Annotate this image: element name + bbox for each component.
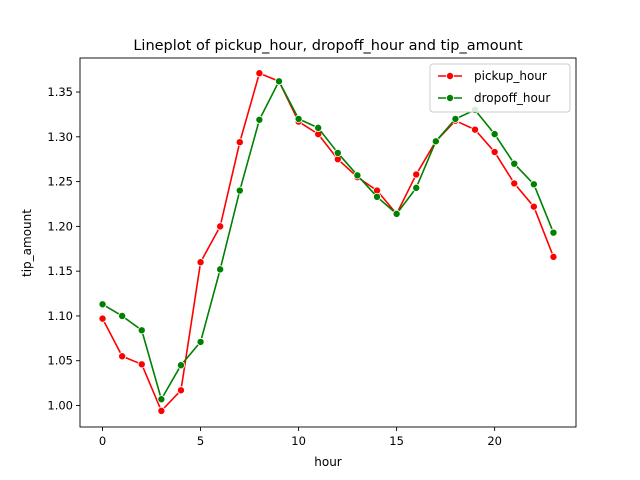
y-tick-label: 1.20 (47, 219, 73, 233)
data-point (510, 179, 519, 188)
data-point (510, 159, 519, 168)
legend-label: dropoff_hour (474, 91, 550, 105)
data-point (98, 314, 107, 323)
data-point (176, 386, 185, 395)
data-point (216, 265, 225, 274)
series-dropoff_hour (98, 77, 558, 404)
data-point (137, 360, 146, 369)
data-point (490, 148, 499, 157)
x-tick-label: 15 (389, 434, 404, 448)
x-tick-label: 5 (197, 434, 204, 448)
legend-item-pickup_hour: pickup_hour (438, 69, 547, 83)
data-point (157, 406, 166, 415)
data-point (196, 337, 205, 346)
data-point (353, 171, 362, 180)
data-point (451, 114, 460, 123)
x-tick-label: 10 (291, 434, 306, 448)
y-axis-ticks: 1.00 1.05 1.10 1.15 1.20 1.25 1.30 1.35 (47, 85, 80, 413)
y-tick-label: 1.15 (47, 264, 73, 278)
legend: pickup_hour dropoff_hour (429, 63, 571, 113)
data-point (431, 137, 440, 146)
data-point (235, 186, 244, 195)
data-point (333, 148, 342, 157)
y-tick-label: 1.30 (47, 130, 73, 144)
data-point (392, 209, 401, 218)
data-point (549, 252, 558, 261)
y-tick-label: 1.35 (47, 85, 73, 99)
data-point (294, 114, 303, 123)
data-point (274, 77, 283, 86)
data-point (216, 222, 225, 231)
data-point (255, 115, 264, 124)
x-tick-label: 0 (99, 434, 106, 448)
y-axis-label: tip_amount (20, 209, 34, 277)
y-tick-label: 1.25 (47, 175, 73, 189)
data-point (118, 311, 127, 320)
data-point (471, 125, 480, 134)
legend-marker (445, 72, 454, 81)
legend-label: pickup_hour (474, 69, 547, 83)
series-pickup_hour (98, 69, 558, 415)
data-point (373, 192, 382, 201)
data-point (98, 300, 107, 309)
y-tick-label: 1.10 (47, 309, 73, 323)
data-point (412, 170, 421, 179)
chart-title: Lineplot of pickup_hour, dropoff_hour an… (133, 38, 523, 54)
legend-box (429, 63, 571, 113)
data-point (529, 202, 538, 211)
x-tick-label: 20 (487, 434, 502, 448)
plot-area (80, 58, 576, 427)
y-tick-label: 1.05 (47, 354, 73, 368)
data-point (255, 69, 264, 78)
legend-marker (445, 94, 454, 103)
series-line-dropoff_hour (102, 80, 555, 401)
data-point (196, 258, 205, 267)
data-point (176, 361, 185, 370)
data-point (137, 326, 146, 335)
data-point (235, 138, 244, 147)
legend-item-dropoff_hour: dropoff_hour (438, 91, 550, 105)
data-point (529, 180, 538, 189)
data-point (490, 130, 499, 139)
y-tick-label: 1.00 (47, 399, 73, 413)
series-line-pickup_hour (101, 72, 555, 412)
data-point (549, 228, 558, 237)
series-layer (98, 69, 558, 415)
x-axis-ticks: 0 5 10 15 20 (99, 427, 502, 448)
plot-frame (79, 57, 577, 428)
data-point (314, 123, 323, 132)
x-axis-label: hour (314, 455, 342, 469)
data-point (157, 395, 166, 404)
data-point (412, 183, 421, 192)
data-point (118, 352, 127, 361)
